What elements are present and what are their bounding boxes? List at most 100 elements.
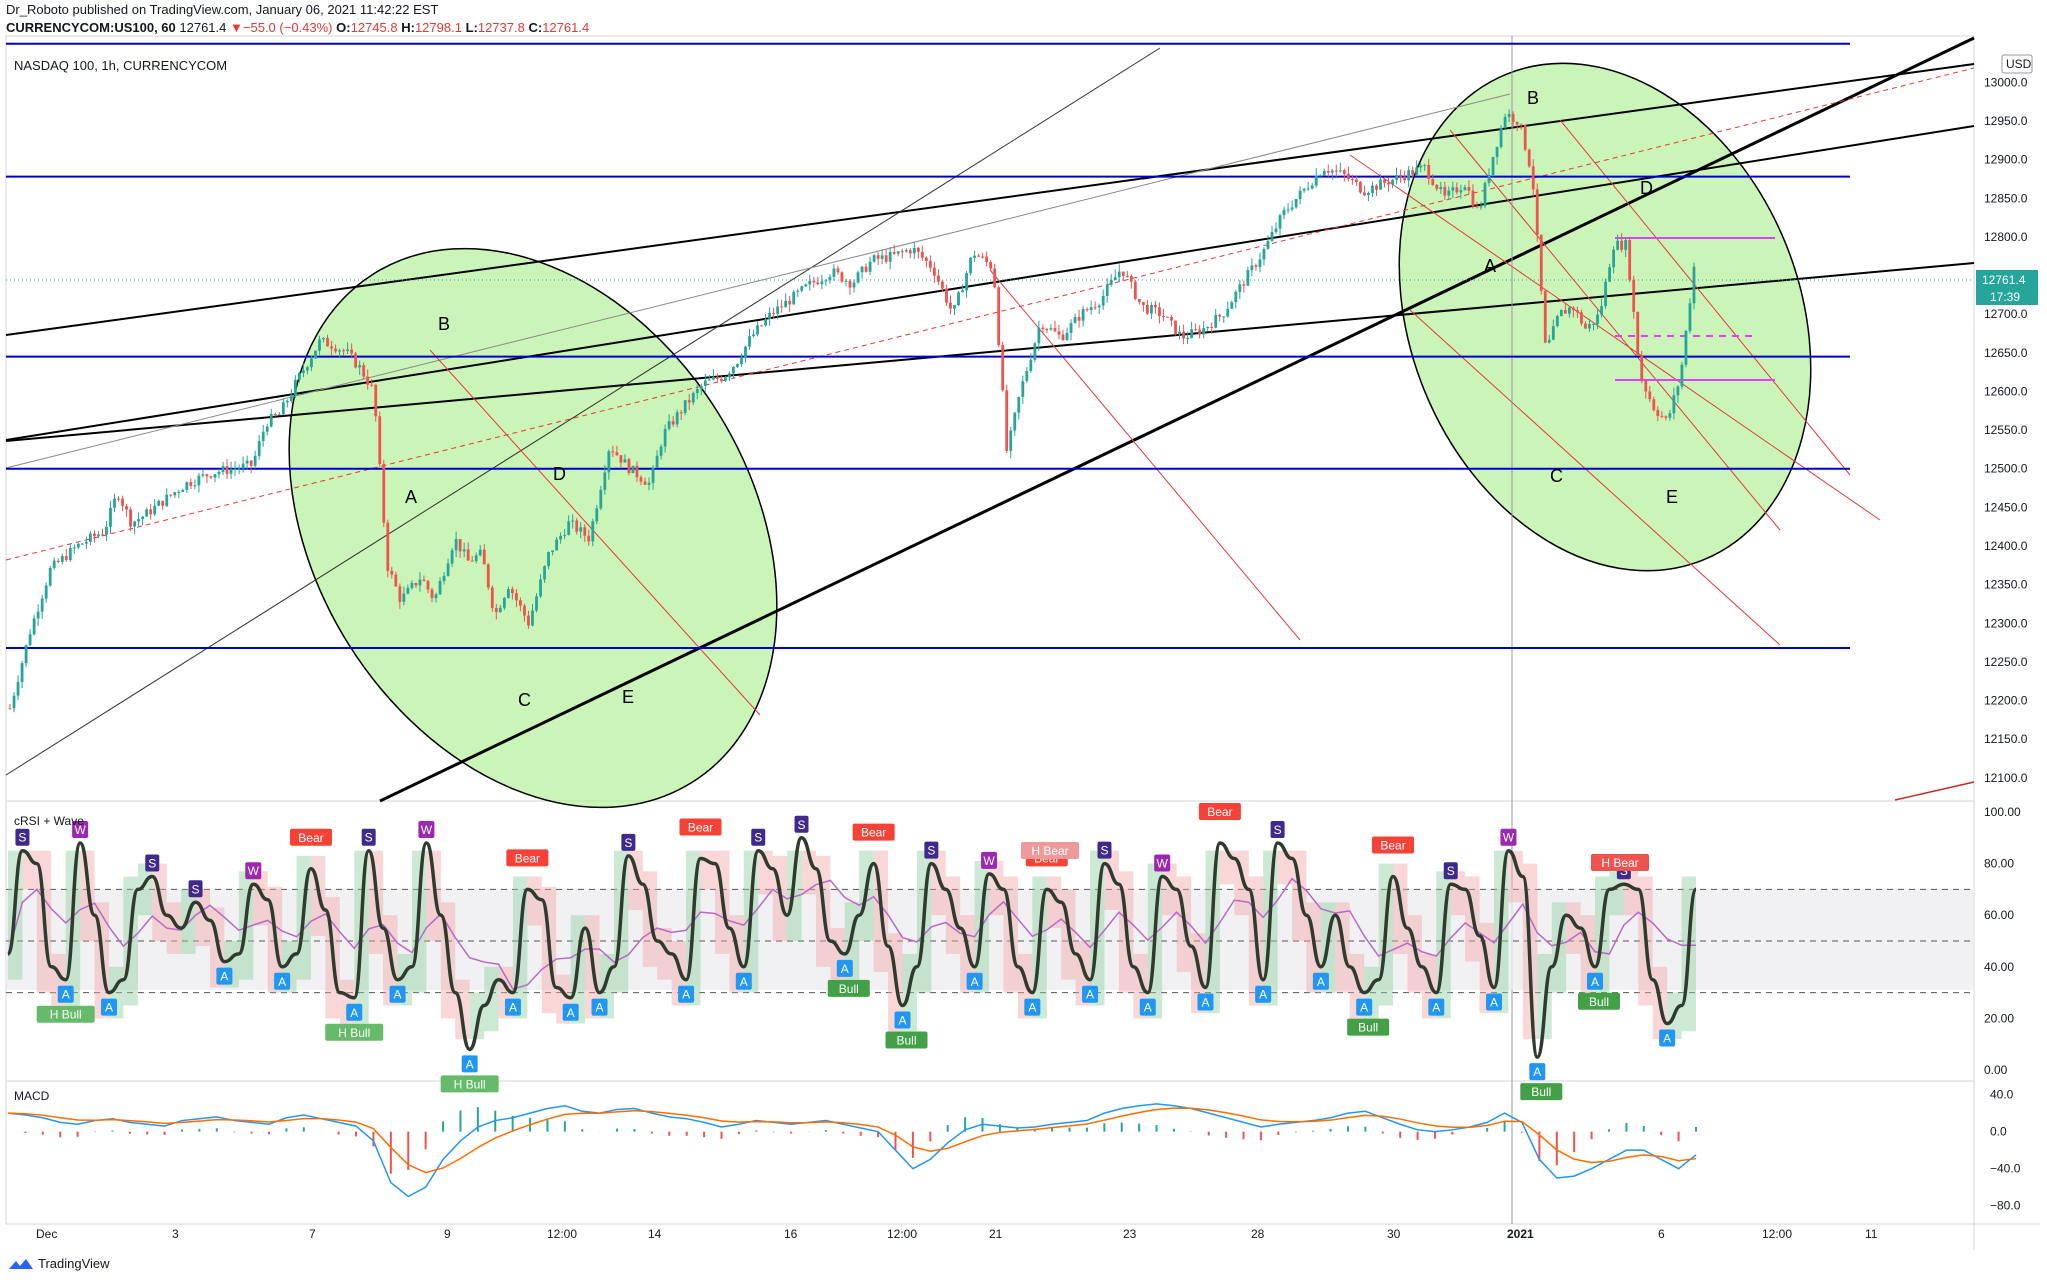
candle-body (896, 251, 900, 254)
price-tick-label: 12150.0 (1984, 732, 2028, 746)
candle-body (490, 587, 494, 608)
candle-body (575, 520, 579, 532)
candle-body (1029, 359, 1033, 371)
candle-body (804, 284, 808, 287)
time-tick-label: 28 (1251, 1227, 1265, 1241)
candle-body (378, 416, 382, 465)
price-tick-label: 12500.0 (1984, 462, 2028, 476)
price-tick-label: 12400.0 (1984, 539, 2028, 553)
rsi-bear-signal-bg (1372, 836, 1415, 854)
rsi-bull-signal-bg (1347, 1018, 1390, 1036)
macd-tick-label: −40.0 (1990, 1162, 2021, 1176)
tradingview-logo[interactable]: TradingView (8, 1256, 110, 1271)
candle-body (1117, 271, 1121, 278)
candle-body (1515, 121, 1519, 125)
candle-body (1371, 185, 1374, 194)
rsi-bear-signal: Bear (298, 831, 323, 845)
candle-body (961, 290, 964, 293)
candle-body (932, 267, 936, 276)
trendline-thin-steep (5, 47, 1161, 776)
candle-body (1632, 279, 1636, 312)
candle-body (141, 516, 145, 520)
candle-body (603, 472, 607, 490)
candle-body (1266, 240, 1270, 249)
candle-body (699, 385, 703, 390)
rsi-w-signal-bg (72, 820, 89, 838)
candles-group (8, 109, 1696, 713)
candle-body (318, 339, 321, 351)
channel-line-1 (429, 349, 761, 716)
rsi-a-signal: A (350, 1006, 358, 1020)
rsi-a-signal: A (105, 1001, 113, 1015)
candle-body (97, 534, 100, 537)
currency-box[interactable] (2001, 54, 2033, 74)
candle-body (1463, 187, 1467, 191)
candle-body (1246, 270, 1250, 286)
price-tick-label: 12700.0 (1984, 307, 2028, 321)
macd-line (7, 1103, 1697, 1198)
rsi-tick-label: 20.00 (1984, 1011, 2014, 1025)
chart-title: NASDAQ 100, 1h, CURRENCYCOM (14, 58, 227, 73)
candle-body (20, 663, 24, 683)
candle-body (1025, 370, 1029, 382)
candle-body (482, 549, 486, 565)
rsi-w-signal-bg (245, 862, 262, 880)
candle-body (1166, 316, 1169, 318)
price-tick-label: 12850.0 (1984, 191, 2028, 205)
candle-body (1085, 309, 1089, 311)
candle-body (402, 593, 406, 602)
candle-body (229, 468, 233, 474)
candle-body (647, 482, 651, 485)
candle-body (1415, 167, 1419, 175)
pattern-label-right-a: A (1484, 256, 1496, 276)
candle-body (808, 280, 812, 285)
candle-body (864, 266, 868, 272)
close-value: 12761.4 (542, 20, 590, 35)
rsi-a-signal: A (1086, 988, 1094, 1002)
candle-body (1624, 239, 1628, 250)
candle-body (93, 533, 96, 537)
candle-body (1254, 265, 1258, 267)
candle-body (740, 358, 743, 365)
candle-body (1367, 193, 1370, 196)
rsi-a-signal-bg (504, 998, 521, 1016)
rsi-a-signal-bg (1587, 972, 1604, 990)
candle-body (836, 268, 840, 273)
time-tick-label: 16 (784, 1227, 798, 1241)
candle-body (1238, 284, 1242, 292)
price-tick-label: 12650.0 (1984, 346, 2028, 360)
candle-body (1089, 307, 1093, 310)
candle-body (330, 346, 333, 349)
candle-body (1644, 381, 1648, 392)
rsi-bull-signal-bg (885, 1031, 928, 1049)
candle-body (1596, 314, 1599, 324)
candle-body (535, 596, 538, 611)
rsi-a-signal-bg (1486, 993, 1503, 1011)
rsi-wave-cloud (1219, 850, 1235, 885)
candle-body (888, 251, 892, 262)
candle-body (1527, 149, 1531, 167)
rsi-a-signal: A (1259, 988, 1267, 1002)
rsi-wave-cloud (700, 850, 715, 890)
rsi-a-signal-bg (1529, 1063, 1546, 1081)
candle-body (1097, 305, 1101, 308)
candle-body (410, 583, 414, 588)
candle-body (800, 286, 804, 291)
candle-body (1375, 185, 1378, 190)
rsi-s-signal: S (18, 831, 26, 845)
rsi-a-signal: A (841, 962, 849, 976)
candle-body (454, 539, 458, 551)
candle-body (322, 337, 325, 340)
candle-body (1214, 314, 1218, 328)
candle-body (1158, 307, 1161, 316)
rsi-w-signal-bg (981, 851, 998, 869)
pattern-label-left-e: E (622, 687, 634, 707)
candle-body (1652, 399, 1656, 411)
candle-body (64, 556, 68, 561)
pattern-label-right-b: B (1527, 88, 1539, 108)
pattern-label-right-e: E (1666, 487, 1678, 507)
candle-body (924, 257, 928, 261)
rsi-a-signal: A (596, 1001, 604, 1015)
rsi-bear-signal: Bear (1380, 839, 1405, 853)
